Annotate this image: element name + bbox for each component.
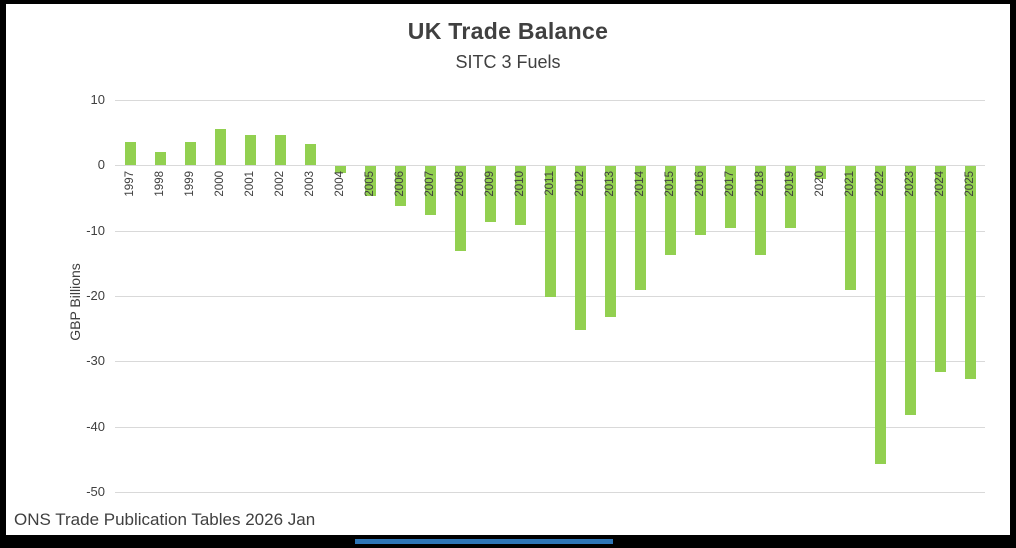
- x-label-2021: 2021: [844, 171, 856, 197]
- x-label-1999: 1999: [184, 171, 196, 197]
- y-tick-label: -30: [86, 353, 105, 369]
- bar-2004: [334, 166, 346, 173]
- x-label-2020: 2020: [814, 171, 826, 197]
- x-label-2018: 2018: [754, 171, 766, 197]
- bar-2005: [364, 166, 376, 196]
- bottom-accent-bar: [355, 539, 613, 544]
- bar-2016: [694, 166, 706, 235]
- x-label-2008: 2008: [454, 171, 466, 197]
- bar-2009: [484, 166, 496, 222]
- bar-2003: [304, 143, 316, 166]
- chart-title: UK Trade Balance: [407, 18, 609, 44]
- x-label-2017: 2017: [724, 171, 736, 197]
- bar-2025: [964, 166, 976, 379]
- x-label-2010: 2010: [514, 171, 526, 197]
- x-label-1998: 1998: [154, 171, 166, 197]
- gridline-10: [115, 100, 985, 101]
- bar-1997: [124, 142, 136, 166]
- gridline--30: [115, 361, 985, 363]
- y-axis-title: GBP Billions: [66, 263, 83, 341]
- bar-2010: [514, 166, 526, 226]
- bar-2023: [904, 166, 916, 415]
- bar-2012: [574, 166, 586, 330]
- x-label-2006: 2006: [394, 171, 406, 197]
- y-tick-label: -20: [86, 288, 105, 303]
- y-tick-label: 10: [90, 92, 105, 107]
- x-label-1997: 1997: [124, 171, 136, 197]
- bar-2001: [244, 135, 256, 166]
- chart-canvas: UK Trade Balance SITC 3 Fuels 10 0 -10 -20 -…: [6, 4, 1010, 535]
- bar-2019: [784, 166, 796, 229]
- bar-2006: [394, 166, 406, 206]
- gridline-0: [115, 165, 985, 167]
- bar-2017: [724, 166, 736, 229]
- bottom-black-strip: [0, 535, 1016, 548]
- x-label-2012: 2012: [574, 171, 586, 197]
- x-label-2019: 2019: [784, 171, 796, 197]
- y-tick-label: -10: [86, 222, 105, 238]
- x-label-2015: 2015: [664, 171, 676, 197]
- gridline--40: [115, 426, 985, 428]
- y-tick-label: -50: [86, 484, 105, 499]
- bar-2002: [274, 135, 286, 166]
- bar-2021: [844, 166, 856, 291]
- bar-2018: [754, 166, 766, 255]
- x-label-2022: 2022: [874, 171, 886, 197]
- bar-2011: [544, 166, 556, 297]
- gridline--50: [115, 492, 985, 493]
- bar-2014: [634, 166, 646, 291]
- x-label-2007: 2007: [424, 171, 436, 197]
- bar-2022: [874, 166, 886, 464]
- x-label-2009: 2009: [484, 171, 496, 197]
- bar-2008: [454, 166, 466, 252]
- x-label-2000: 2000: [214, 171, 226, 197]
- bar-1999: [184, 142, 196, 166]
- y-tick-label: -40: [86, 418, 105, 434]
- x-label-2023: 2023: [904, 171, 916, 197]
- bar-1998: [154, 152, 166, 166]
- x-label-2011: 2011: [544, 171, 556, 197]
- x-label-2016: 2016: [694, 171, 706, 197]
- x-label-2025: 2025: [964, 171, 976, 197]
- x-label-2005: 2005: [364, 171, 376, 197]
- bar-2007: [424, 166, 436, 216]
- bar-2015: [664, 166, 676, 255]
- x-label-2001: 2001: [244, 171, 256, 197]
- x-label-2002: 2002: [274, 171, 286, 197]
- y-tick-label: 0: [97, 157, 105, 173]
- source-caption: ONS Trade Publication Tables 2026 Jan: [14, 510, 316, 529]
- x-label-2004: 2004: [334, 171, 346, 197]
- bar-2020: [814, 166, 826, 180]
- bar-2000: [214, 129, 226, 166]
- x-label-2013: 2013: [604, 171, 616, 197]
- x-label-2024: 2024: [934, 171, 946, 197]
- bar-2013: [604, 166, 616, 317]
- x-label-2003: 2003: [304, 171, 316, 197]
- x-label-2014: 2014: [634, 171, 646, 197]
- bar-2024: [934, 166, 946, 373]
- chart-subtitle: SITC 3 Fuels: [455, 52, 561, 72]
